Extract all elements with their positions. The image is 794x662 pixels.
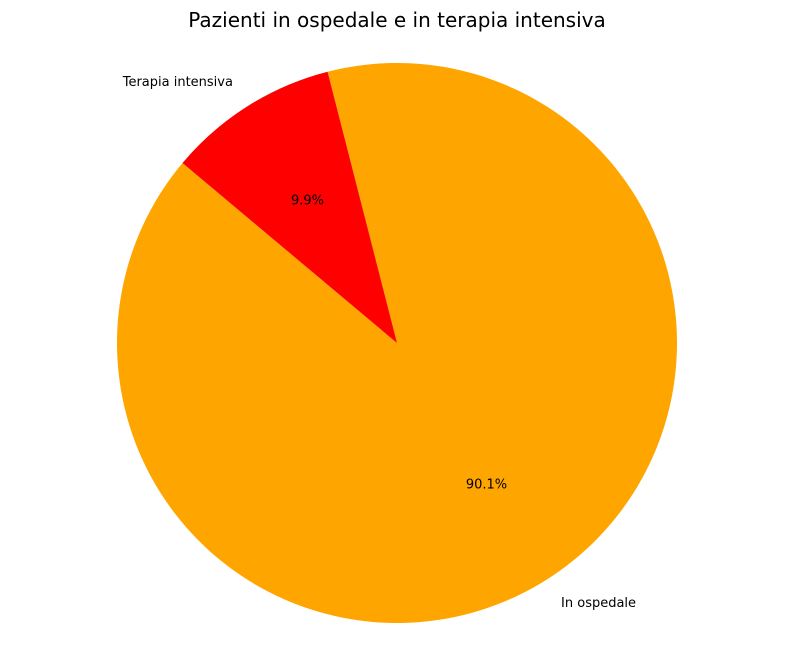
chart-title: Pazienti in ospedale e in terapia intens… <box>188 8 606 32</box>
pie-slice-in-ospedale <box>117 62 678 623</box>
pie-labels: In ospedale 90.1% Terapia intensiva 9.9% <box>122 75 636 611</box>
slice-percent-label: 9.9% <box>291 193 324 208</box>
slice-label: In ospedale <box>561 596 636 611</box>
pie-slices <box>117 62 678 623</box>
slice-percent-label: 90.1% <box>466 478 507 493</box>
pie-slice-terapia-intensiva <box>182 71 397 343</box>
slice-label: Terapia intensiva <box>122 75 233 90</box>
